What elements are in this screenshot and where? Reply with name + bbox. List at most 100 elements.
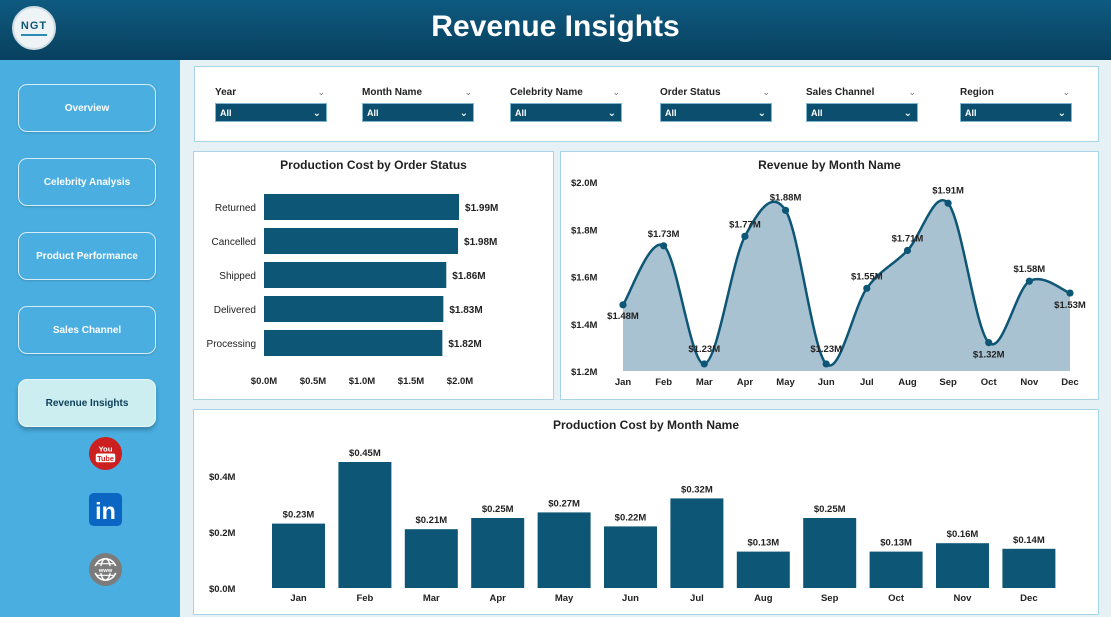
chevron-down-icon[interactable]: ⌄	[1062, 87, 1070, 97]
bar	[736, 551, 790, 588]
dashboard-content: Year ⌄ All ⌄ Month Name ⌄ All ⌄ Celebrity …	[180, 60, 1111, 617]
data-label: $1.23M	[688, 344, 720, 355]
chart-title: Revenue by Month Name	[758, 158, 901, 172]
x-tick-label: Sep	[939, 377, 957, 388]
category-label: Delivered	[214, 305, 256, 316]
region-select[interactable]: All ⌄	[960, 103, 1072, 122]
chevron-down-icon[interactable]: ⌄	[464, 87, 472, 97]
data-label: $1.91M	[932, 185, 964, 196]
y-tick-label: $1.6M	[571, 273, 597, 284]
linkedin-icon-text: in	[95, 498, 116, 524]
chevron-down-icon[interactable]: ⌄	[612, 87, 620, 97]
x-tick-label: Aug	[898, 377, 917, 388]
filter-label: Region	[960, 87, 994, 98]
production-cost-month-chart-panel: Production Cost by Month Name $0.0M $0.2M…	[193, 409, 1099, 615]
data-point	[1066, 289, 1074, 297]
celebrity-name-select[interactable]: All ⌄	[510, 103, 622, 122]
x-tick-label: Jan	[615, 377, 632, 388]
x-tick-label: Mar	[423, 593, 440, 604]
bar	[869, 551, 923, 588]
filter-label: Year	[215, 87, 237, 98]
filter-label: Order Status	[660, 87, 721, 98]
chevron-down-icon[interactable]: ⌄	[908, 87, 916, 97]
chevron-down-icon: ⌄	[757, 108, 766, 119]
filters-panel: Year ⌄ All ⌄ Month Name ⌄ All ⌄ Celebrity …	[194, 66, 1099, 142]
data-point	[700, 360, 708, 368]
x-tick-label: Jun	[818, 377, 835, 388]
chevron-down-icon: ⌄	[312, 108, 321, 119]
x-tick-label: $1.0M	[349, 376, 375, 387]
filter-label: Celebrity Name	[510, 87, 583, 98]
logo-text: NGT	[20, 20, 48, 32]
nav-sales-channel-button[interactable]: Sales Channel	[18, 306, 156, 354]
youtube-icon[interactable]: You Tube	[88, 436, 123, 471]
order-status-select[interactable]: All ⌄	[660, 103, 772, 122]
revenue-area-chart: $1.2M $1.4M $1.6M $1.8M $2.0M $1.48M Jan $1.73M…	[571, 178, 1086, 388]
header-bar: NGT Revenue Insights	[0, 0, 1111, 60]
area-fill	[623, 200, 1070, 371]
youtube-icon-text-bottom: Tube	[97, 454, 114, 463]
data-label: $1.98M	[464, 237, 497, 248]
x-tick-label: Sep	[821, 593, 839, 604]
x-tick-label: $0.5M	[300, 376, 326, 387]
x-tick-label: Oct	[888, 593, 905, 604]
select-value: All	[811, 108, 823, 118]
filter-sales-channel: Sales Channel ⌄ All ⌄	[806, 87, 918, 122]
nav-celebrity-analysis-button[interactable]: Celebrity Analysis	[18, 158, 156, 206]
chevron-down-icon: ⌄	[1057, 108, 1066, 119]
svg-text:www: www	[98, 568, 113, 574]
bar	[272, 523, 325, 588]
nav-product-performance-button[interactable]: Product Performance	[18, 232, 156, 280]
chevron-down-icon[interactable]: ⌄	[762, 87, 770, 97]
linkedin-icon[interactable]: in	[88, 492, 123, 527]
logo-underline	[21, 34, 47, 36]
sidebar: Overview Celebrity Analysis Product Perf…	[0, 60, 180, 617]
y-tick-label: $1.8M	[571, 225, 597, 236]
data-label: $0.13M	[747, 538, 779, 549]
bar	[264, 262, 447, 288]
nav-overview-button[interactable]: Overview	[18, 84, 156, 132]
bar	[471, 518, 525, 588]
data-point	[741, 232, 749, 240]
bar	[264, 296, 444, 322]
data-label: $1.53M	[1054, 300, 1086, 311]
chevron-down-icon: ⌄	[607, 108, 616, 119]
x-tick-label: May	[776, 377, 795, 388]
data-point	[660, 242, 668, 250]
x-tick-label: Jan	[290, 593, 307, 604]
data-label: $1.86M	[452, 271, 485, 282]
website-icon[interactable]: www	[88, 552, 123, 587]
data-label: $1.71M	[892, 234, 924, 245]
data-point	[1025, 277, 1033, 285]
filter-label: Sales Channel	[806, 87, 875, 98]
nav-revenue-insights-button[interactable]: Revenue Insights	[18, 379, 156, 427]
revenue-month-chart-panel: Revenue by Month Name $1.2M $1.4M $1.6M $1.…	[560, 151, 1099, 400]
y-tick-label: $0.4M	[209, 472, 235, 483]
data-point	[985, 339, 993, 347]
category-label: Processing	[207, 339, 256, 350]
category-label: Cancelled	[212, 237, 256, 248]
data-label: $1.58M	[1014, 264, 1046, 275]
year-select[interactable]: All ⌄	[215, 103, 327, 122]
data-label: $0.14M	[1013, 535, 1045, 546]
chart-title: Production Cost by Month Name	[553, 418, 739, 432]
x-tick-label: Jul	[860, 377, 874, 388]
order-status-chart-panel: Production Cost by Order Status Returned…	[193, 151, 554, 400]
sales-channel-select[interactable]: All ⌄	[806, 103, 918, 122]
chevron-down-icon: ⌄	[459, 108, 468, 119]
youtube-icon-text-top: You	[98, 445, 112, 454]
x-tick-label: Apr	[490, 593, 507, 604]
category-label: Returned	[215, 203, 256, 214]
data-label: $1.82M	[448, 339, 481, 350]
x-tick-label: Mar	[696, 377, 713, 388]
x-tick-label: Oct	[981, 377, 998, 388]
y-tick-label: $0.2M	[209, 528, 235, 539]
bar	[537, 512, 591, 588]
filter-celebrity-name: Celebrity Name ⌄ All ⌄	[510, 87, 622, 122]
x-tick-label: Feb	[356, 593, 373, 604]
month-name-select[interactable]: All ⌄	[362, 103, 474, 122]
company-logo: NGT	[12, 6, 56, 50]
chevron-down-icon[interactable]: ⌄	[317, 87, 325, 97]
bar	[1002, 548, 1056, 588]
bar	[404, 529, 458, 588]
